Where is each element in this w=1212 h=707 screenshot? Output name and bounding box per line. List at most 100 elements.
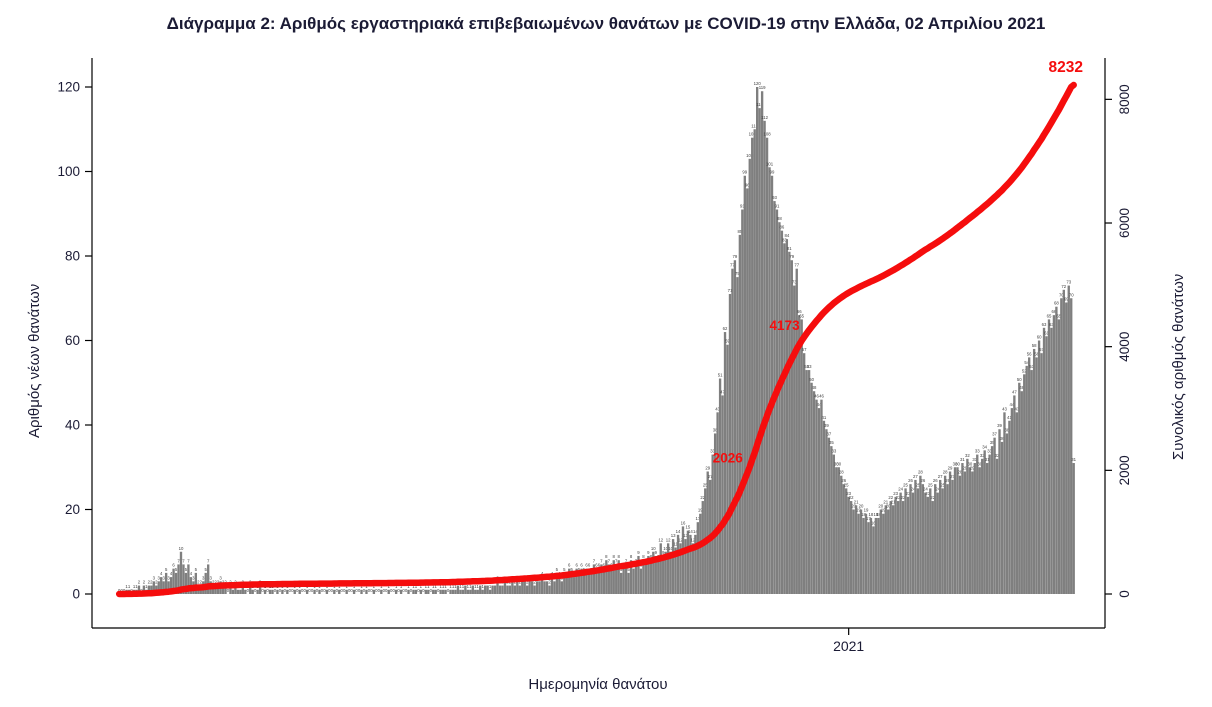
daily-deaths-bar	[711, 454, 714, 594]
bar-value-label: 1	[400, 584, 403, 589]
daily-deaths-bar	[441, 589, 445, 594]
daily-deaths-bar	[867, 522, 870, 594]
bar-value-label: 8	[650, 554, 653, 559]
daily-deaths-bar	[1028, 357, 1031, 594]
bar-value-label: 28	[943, 470, 948, 475]
bar-value-label: 0	[410, 588, 413, 593]
bar-value-label: 20	[859, 504, 864, 509]
daily-deaths-bar	[894, 496, 897, 594]
bar-value-label: 63	[1042, 322, 1047, 327]
daily-deaths-bar	[177, 564, 180, 594]
bar-value-label: 47	[720, 389, 725, 394]
bar-value-label: 65	[799, 313, 804, 318]
bar-value-label: 4	[170, 571, 173, 576]
bar-value-label: 7	[593, 558, 596, 563]
daily-deaths-bar	[491, 585, 494, 594]
bar-value-label: 91	[775, 204, 780, 209]
bar-value-label: 37	[992, 432, 997, 437]
bar-value-label: 3	[162, 575, 165, 580]
daily-deaths-bar	[805, 370, 808, 594]
bar-value-label: 24	[911, 487, 916, 492]
bar-value-label: 6	[598, 563, 601, 568]
daily-deaths-bar	[424, 589, 427, 594]
daily-deaths-bar	[1005, 433, 1009, 594]
bar-value-label: 85	[737, 229, 742, 234]
daily-deaths-bar	[461, 589, 465, 594]
daily-deaths-bar	[194, 572, 198, 595]
bar-value-label: 0	[321, 588, 324, 593]
daily-deaths-bar	[869, 517, 873, 594]
daily-deaths-bar	[137, 585, 141, 594]
bar-value-label: 8	[630, 554, 633, 559]
daily-deaths-bar	[229, 585, 232, 594]
bar-value-label: 0	[328, 588, 331, 593]
daily-deaths-bar	[558, 577, 561, 594]
left-axis-tick-label: 120	[57, 80, 80, 95]
daily-deaths-bar	[998, 429, 1001, 594]
bar-value-label: 7	[182, 558, 185, 563]
daily-deaths-bar	[1008, 420, 1011, 594]
daily-deaths-bar	[634, 564, 638, 594]
left-axis-tick-label: 80	[65, 249, 80, 264]
daily-deaths-bar	[582, 572, 586, 595]
daily-deaths-bar	[1055, 306, 1058, 594]
bar-value-label: 19	[856, 508, 861, 513]
daily-deaths-bar	[926, 496, 929, 594]
bar-value-label: 24	[923, 487, 928, 492]
bar-value-label: 20	[878, 504, 883, 509]
bar-value-label: 28	[839, 470, 844, 475]
daily-deaths-bar	[550, 577, 554, 594]
daily-deaths-bar	[859, 509, 863, 594]
bar-value-label: 37	[826, 432, 831, 437]
daily-deaths-bar	[592, 564, 596, 594]
bar-value-label: 70	[1069, 292, 1074, 297]
daily-deaths-bar	[872, 526, 875, 594]
daily-deaths-bar	[842, 484, 845, 594]
bar-value-label: 32	[995, 453, 1000, 458]
bar-value-label: 10	[663, 546, 668, 551]
bar-value-label: 39	[824, 423, 829, 428]
daily-deaths-bar	[731, 268, 734, 594]
daily-deaths-bar	[241, 585, 244, 594]
daily-deaths-bar	[555, 572, 559, 595]
daily-deaths-bar	[595, 568, 598, 594]
daily-deaths-bar	[642, 560, 645, 594]
daily-deaths-bar	[293, 589, 296, 594]
bar-value-label: 25	[916, 482, 921, 487]
daily-deaths-bar	[817, 408, 821, 594]
bar-value-label: 6	[595, 563, 598, 568]
daily-deaths-bar	[671, 539, 675, 594]
daily-deaths-bar	[508, 585, 512, 594]
daily-deaths-bar	[835, 467, 838, 594]
bar-value-label: 0	[430, 588, 433, 593]
bar-value-label: 7	[608, 558, 611, 563]
daily-deaths-bar	[580, 568, 583, 594]
daily-deaths-bar	[1025, 365, 1028, 594]
bar-value-label: 1	[469, 584, 472, 589]
bar-value-label: 25	[703, 482, 708, 487]
bar-value-label: 108	[763, 132, 771, 137]
bar-value-label: 65	[1047, 313, 1052, 318]
daily-deaths-bar	[1062, 289, 1065, 594]
daily-deaths-bar	[503, 581, 507, 594]
daily-deaths-bar	[681, 526, 685, 594]
bar-value-label: 30	[836, 461, 841, 466]
daily-deaths-bar	[476, 589, 479, 594]
bar-value-label: 69	[1064, 297, 1069, 302]
daily-deaths-bar	[741, 209, 744, 594]
daily-deaths-bar	[493, 585, 497, 594]
daily-deaths-bar	[1040, 353, 1043, 594]
bar-value-label: 41	[822, 415, 827, 420]
bar-value-label: 14	[688, 529, 693, 534]
daily-deaths-bar	[812, 391, 816, 594]
daily-deaths-bar	[756, 87, 759, 594]
daily-deaths-bar	[753, 129, 756, 594]
bar-value-label: 0	[296, 588, 299, 593]
bar-value-label: 1	[135, 584, 138, 589]
bar-value-label: 3	[202, 575, 205, 580]
bar-value-label: 9	[637, 550, 640, 555]
daily-deaths-bar	[587, 568, 591, 594]
daily-deaths-bar	[899, 492, 902, 594]
bar-value-label: 61	[1044, 330, 1049, 335]
daily-deaths-bar	[892, 505, 895, 594]
